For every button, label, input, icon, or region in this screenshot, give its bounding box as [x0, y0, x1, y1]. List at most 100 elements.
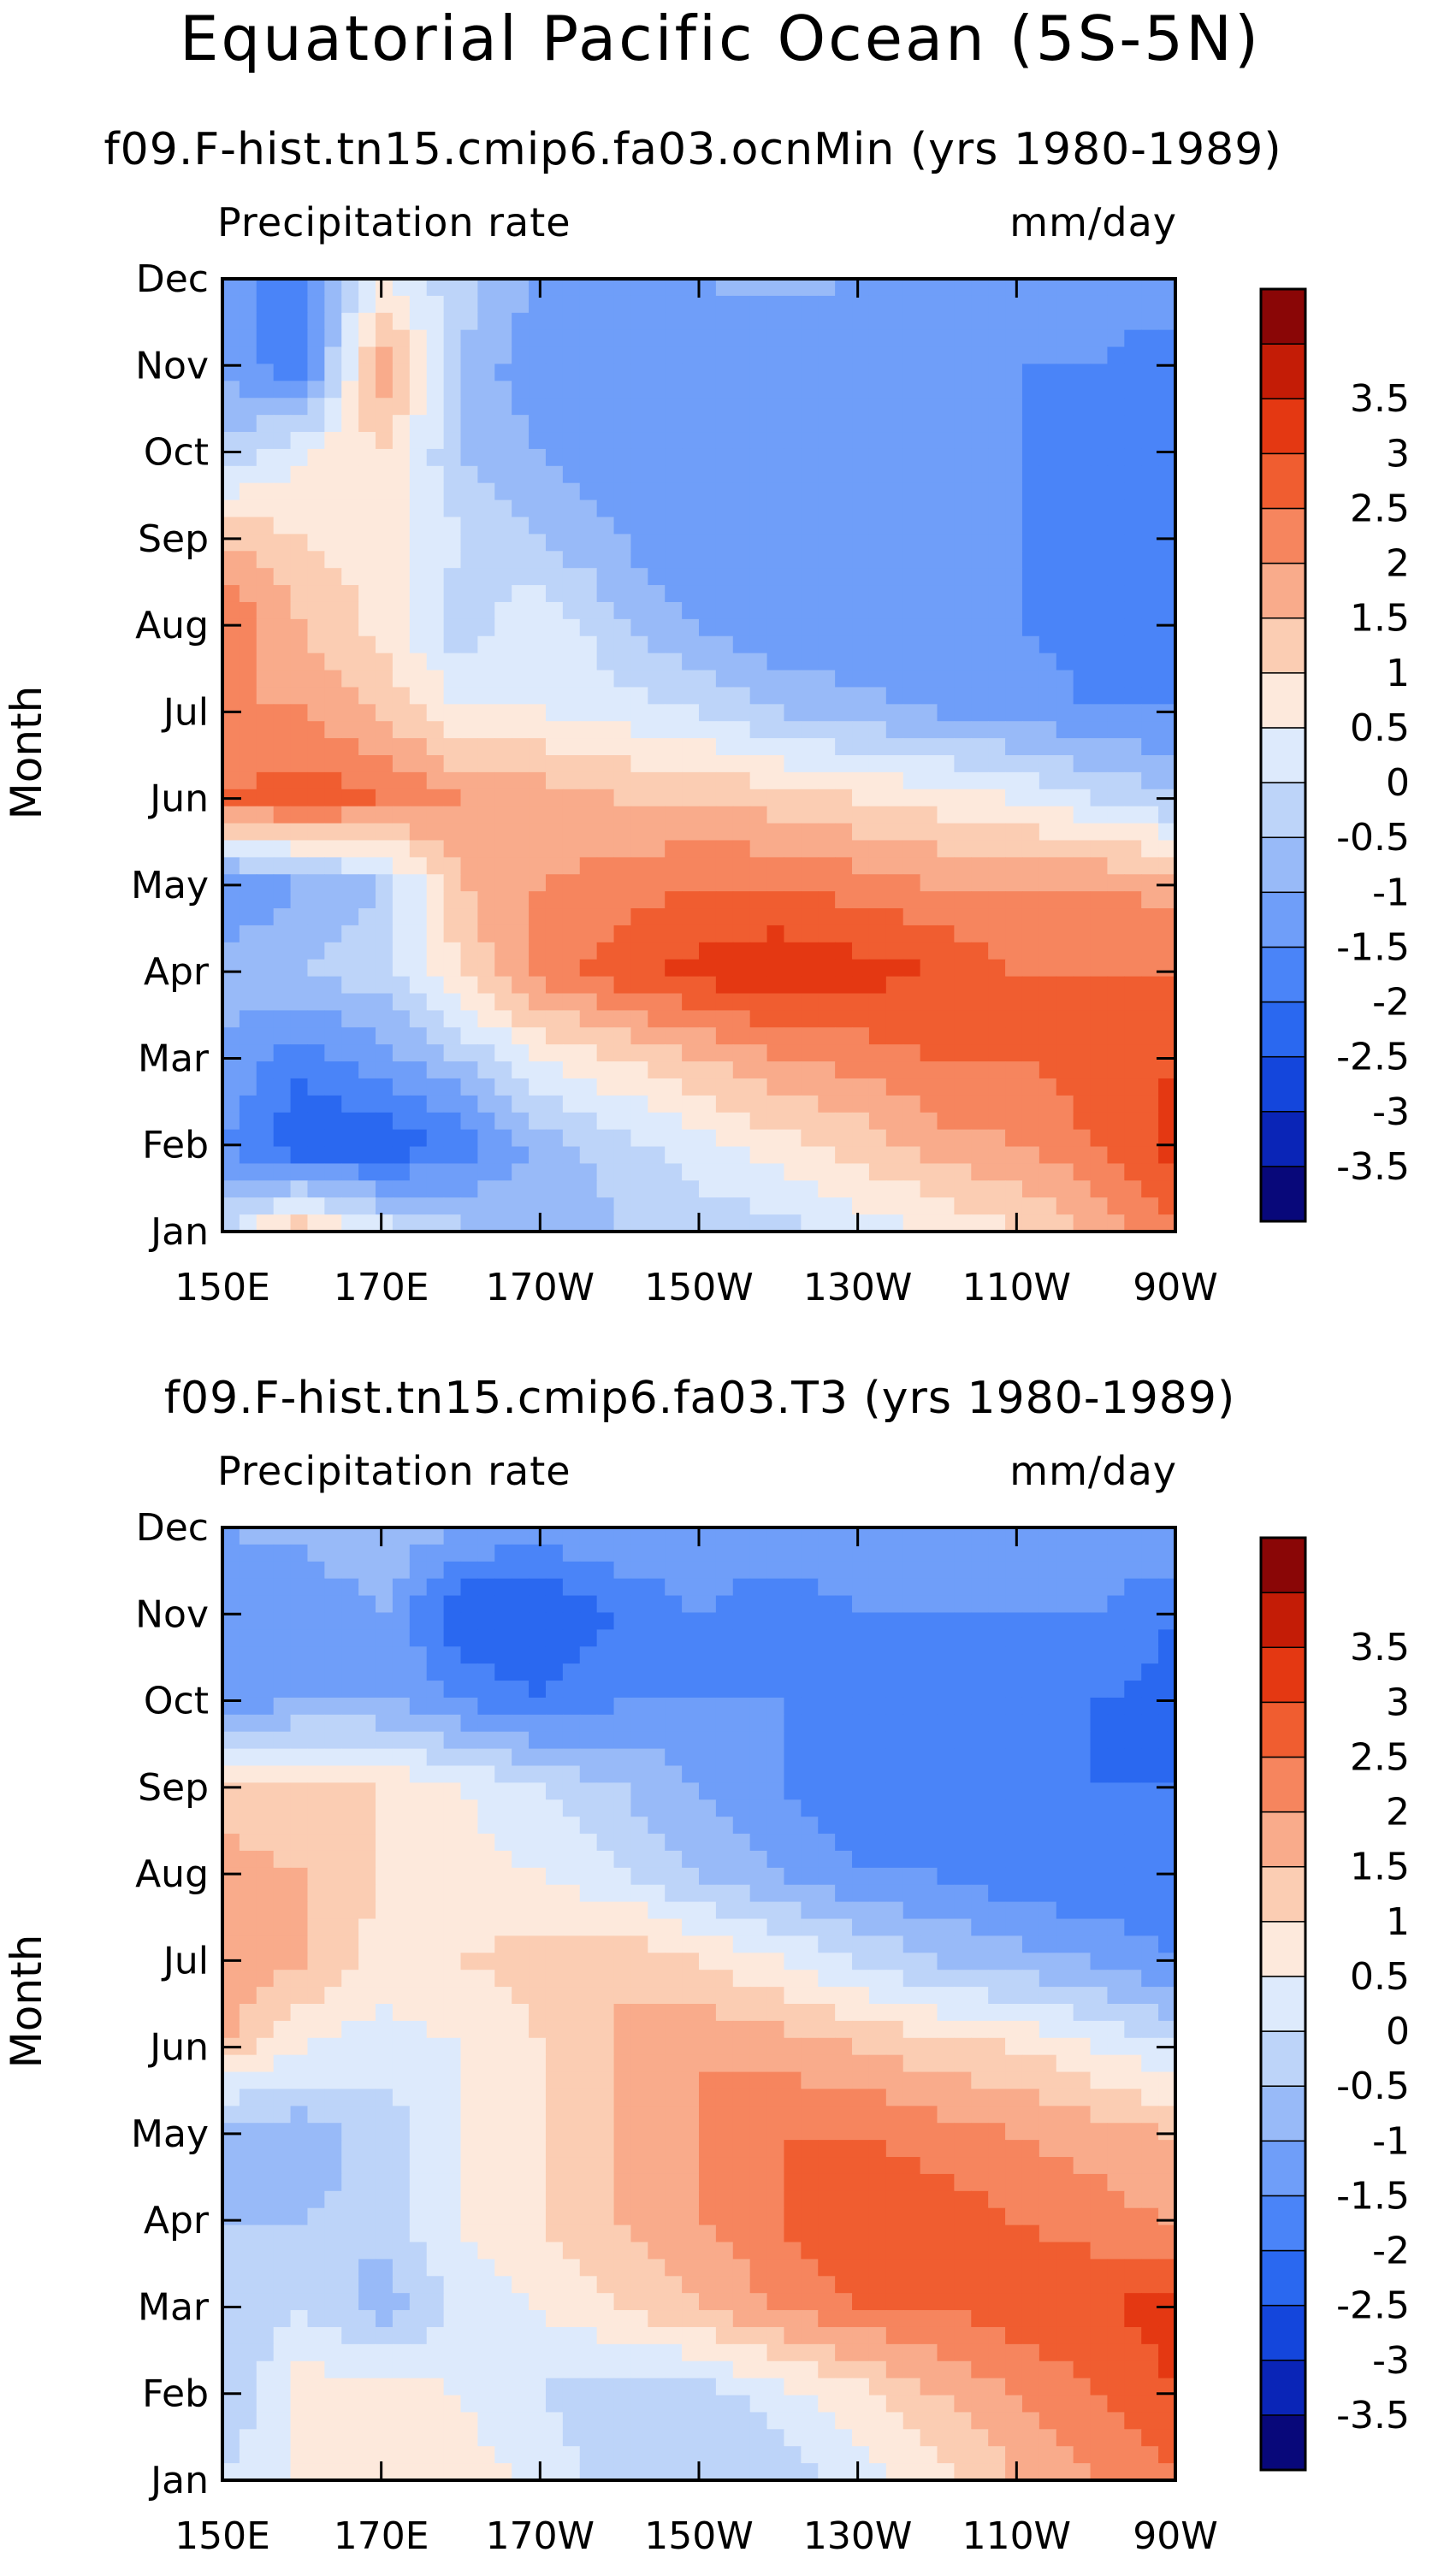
heatmap-cell [648, 1129, 666, 1148]
heatmap-cell [239, 1697, 257, 1716]
heatmap-cell [409, 1901, 428, 1920]
heatmap-cell [699, 1010, 717, 1028]
heatmap-cell [868, 959, 887, 978]
heatmap-cell [494, 1561, 512, 1580]
heatmap-cell [358, 363, 376, 381]
heatmap-cell [818, 976, 836, 995]
heatmap-cell [1158, 465, 1176, 484]
heatmap-cell [1107, 601, 1125, 620]
heatmap-cell [937, 1918, 955, 1937]
heatmap-cell [818, 1714, 836, 1733]
heatmap-cell [715, 1918, 734, 1937]
heatmap-cell [529, 1595, 547, 1614]
heatmap-cell [1005, 806, 1023, 824]
heatmap-cell [1158, 601, 1176, 620]
heatmap-cell [290, 857, 309, 875]
heatmap-cell [409, 2054, 428, 2073]
heatmap-cell [290, 618, 309, 637]
heatmap-cell [409, 704, 428, 722]
heatmap-cell [971, 517, 989, 535]
heatmap-cell [1056, 1663, 1074, 1681]
heatmap-cell [596, 1970, 615, 1988]
heatmap-cell [937, 551, 955, 569]
heatmap-cell [766, 976, 785, 995]
heatmap-cell [529, 482, 547, 501]
heatmap-cell [443, 1595, 462, 1614]
heatmap-cell [665, 1850, 683, 1869]
heatmap-cell [937, 738, 955, 756]
heatmap-cell [1073, 993, 1092, 1011]
heatmap-cell [682, 2054, 700, 2073]
heatmap-cell [443, 1884, 462, 1903]
heatmap-cell [562, 1987, 581, 2005]
heatmap-cell [358, 1044, 376, 1062]
heatmap-cell [426, 1884, 445, 1903]
heatmap-cell [732, 1731, 751, 1750]
heatmap-cell [1056, 1146, 1074, 1165]
heatmap-cell [954, 1765, 972, 1783]
heatmap-cell [273, 1112, 292, 1131]
heatmap-cell [682, 874, 700, 892]
heatmap-cell [954, 1561, 972, 1580]
heatmap-cell [494, 551, 512, 569]
heatmap-cell [307, 1561, 325, 1580]
heatmap-cell [1038, 840, 1057, 858]
heatmap-cell [562, 653, 581, 671]
heatmap-cell [477, 346, 495, 365]
heatmap-cell [732, 1061, 751, 1079]
heatmap-cell [1158, 1595, 1176, 1614]
heatmap-cell [648, 806, 666, 824]
heatmap-cell [290, 1663, 309, 1681]
heatmap-cell [766, 534, 785, 552]
heatmap-cell [512, 1782, 530, 1800]
heatmap-cell [494, 1612, 512, 1630]
heatmap-cell [512, 635, 530, 654]
heatmap-cell [835, 687, 853, 705]
heatmap-cell [699, 1646, 717, 1664]
heatmap-cell [545, 704, 564, 722]
heatmap-cell [766, 1629, 785, 1647]
heatmap-cell [835, 517, 853, 535]
heatmap-cell [1021, 2054, 1040, 2073]
heatmap-cell [529, 1817, 547, 1835]
heatmap-cell [885, 1095, 904, 1114]
heatmap-cell [1073, 346, 1092, 365]
heatmap-cell [562, 415, 581, 433]
heatmap-cell [307, 1527, 325, 1545]
heatmap-cell [392, 295, 411, 314]
heatmap-cell [818, 1850, 836, 1869]
heatmap-cell [256, 1180, 275, 1198]
heatmap-cell [699, 874, 717, 892]
heatmap-cell [902, 1112, 921, 1131]
heatmap-cell [868, 398, 887, 416]
heatmap-cell [1124, 482, 1142, 501]
heatmap-cell [545, 329, 564, 348]
heatmap-cell [1056, 346, 1074, 365]
heatmap-cell [885, 1697, 904, 1716]
heatmap-cell [784, 840, 802, 858]
heatmap-cell [937, 993, 955, 1011]
heatmap-cell [273, 1799, 292, 1817]
heatmap-cell [682, 1078, 700, 1096]
heatmap-cell [715, 1646, 734, 1664]
heatmap-cell [954, 925, 972, 943]
y-tick-label: Apr [144, 950, 210, 994]
heatmap-cell [732, 704, 751, 722]
heatmap-cell [699, 1817, 717, 1835]
heatmap-cell [630, 771, 648, 790]
heatmap-cell [494, 312, 512, 331]
heatmap-cell [358, 568, 376, 586]
heatmap-cell [307, 618, 325, 637]
heatmap-cell [529, 2004, 547, 2022]
heatmap-cell [1073, 1197, 1092, 1215]
heatmap-cell [954, 993, 972, 1011]
heatmap-cell [630, 1163, 648, 1181]
heatmap-cell [477, 2054, 495, 2073]
heatmap-cell [256, 1129, 275, 1148]
heatmap-cell [1141, 755, 1159, 773]
heatmap-cell [682, 1935, 700, 1953]
heatmap-cell [885, 1884, 904, 1903]
heatmap-cell [818, 1112, 836, 1131]
heatmap-cell [902, 2004, 921, 2022]
heatmap-cell [460, 2004, 478, 2022]
